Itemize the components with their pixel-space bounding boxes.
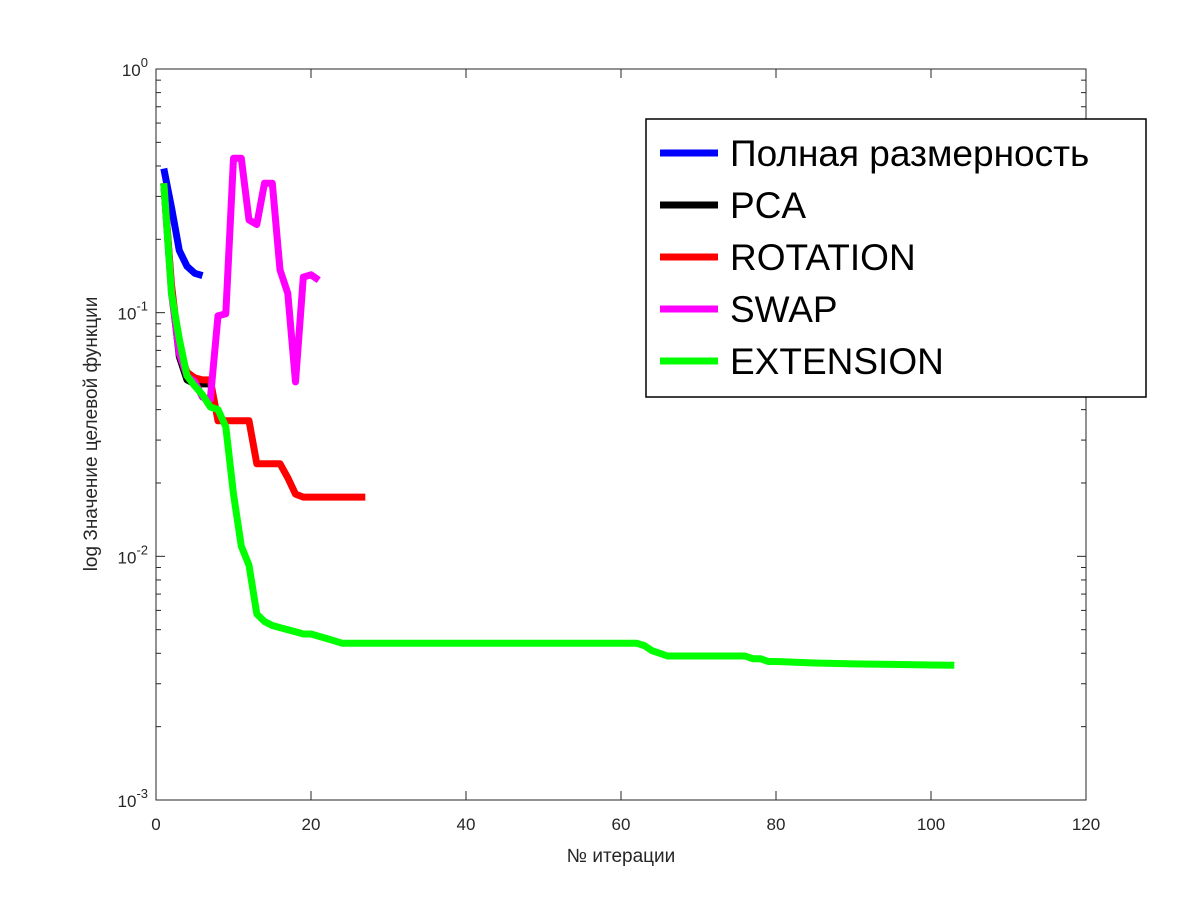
x-tick-label: 60 [612,815,631,834]
x-tick-label: 20 [302,815,321,834]
series-line-полная-размерность [160,167,204,279]
legend-label: EXTENSION [730,341,944,382]
series-line-rotation [160,182,366,501]
x-tick-label: 100 [917,815,945,834]
x-tick-label: 40 [457,815,476,834]
legend-label: Полная размерность [730,133,1089,174]
series-line-extension [160,182,955,669]
y-tick-label: 10-2 [118,542,148,567]
legend-label: SWAP [730,289,838,330]
x-axis-label: № итерации [567,846,676,867]
x-tick-label: 80 [767,815,786,834]
y-tick-label: 10-1 [118,299,148,324]
legend: Полная размерность PCA ROTATION SWAP EXTENSI… [645,118,1147,398]
x-tick-label: 0 [151,815,160,834]
legend-label: PCA [730,185,806,226]
series-layer [160,154,955,669]
ticks-layer: 0 20 40 60 80 100 120 100 10-1 10-2 10-3 [118,55,1101,834]
y-tick-label: 10-3 [118,786,148,811]
legend-label: ROTATION [730,237,916,278]
y-axis-label: log Значение целевой функции [81,297,102,572]
y-tick-label: 100 [122,55,148,80]
legend-box [645,118,1147,398]
x-tick-label: 120 [1072,815,1100,834]
